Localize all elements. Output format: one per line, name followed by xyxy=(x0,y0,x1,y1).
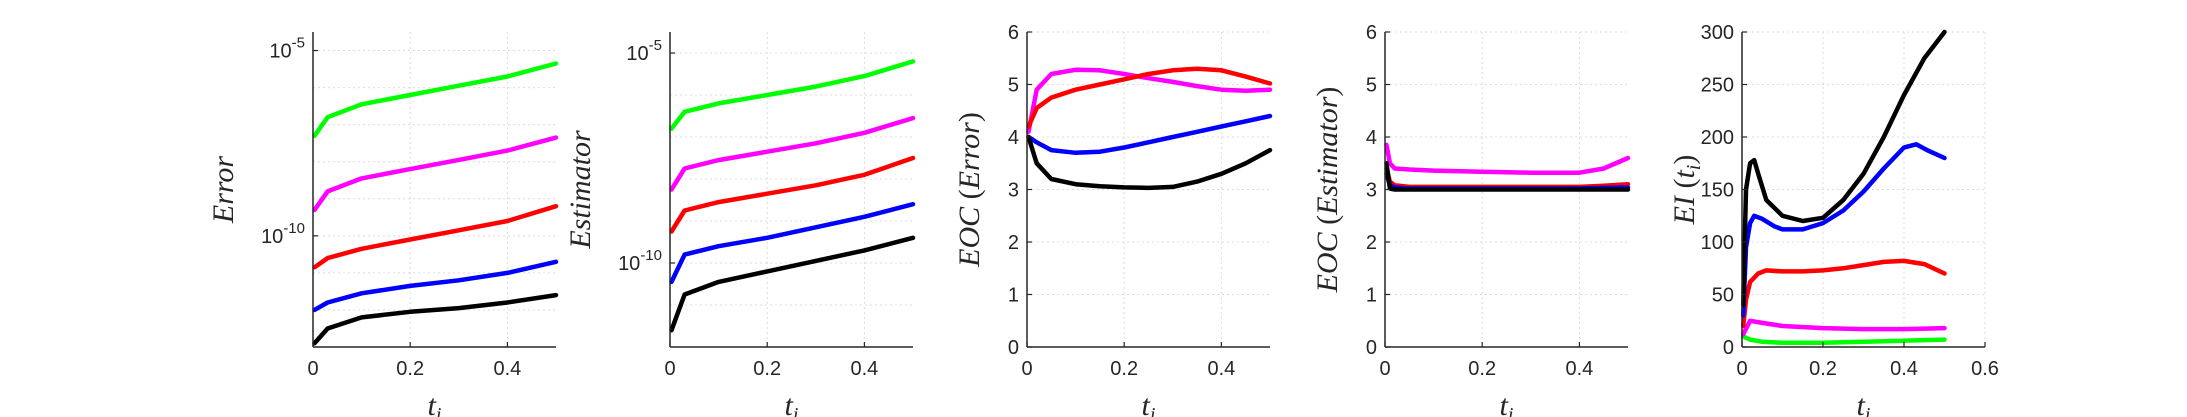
y-tick-label: 50 xyxy=(1712,285,1734,307)
y-tick-label: 0 xyxy=(1723,337,1734,359)
y-tick-label: 300 xyxy=(1701,22,1734,44)
series-line-0 xyxy=(312,61,559,139)
x-tick-label: 0 xyxy=(1736,358,1747,380)
series-line-0 xyxy=(669,59,916,131)
series-group xyxy=(312,61,559,346)
x-tick-label: 0.2 xyxy=(1110,358,1138,380)
x-tick-label: 0.6 xyxy=(1971,358,1999,380)
series-line-0 xyxy=(1740,334,1947,346)
series-line-4 xyxy=(669,235,916,333)
y-tick-label: 3 xyxy=(1366,180,1377,202)
x-tick-label: 0.2 xyxy=(396,358,424,380)
y-tick-label: 10-5 xyxy=(626,37,662,65)
series-line-1 xyxy=(669,115,916,192)
series-line-1 xyxy=(1740,318,1947,337)
x-tick-label: 0.4 xyxy=(1207,358,1235,380)
y-tick-label: 2 xyxy=(1008,232,1019,254)
estimator-panel: 0 0.2 0.4 10-10 10-5 ti Estimator xyxy=(564,32,916,417)
x-tick-label: 0.2 xyxy=(1809,358,1837,380)
y-tick-label: 6 xyxy=(1008,22,1019,44)
y-tick-label: 10-5 xyxy=(269,35,305,63)
x-tick-label: 0.4 xyxy=(1890,358,1918,380)
series-group xyxy=(1740,29,1947,346)
y-tick-label: 5 xyxy=(1008,75,1019,97)
series-line-2 xyxy=(669,155,916,234)
y-tick-label: 200 xyxy=(1701,127,1734,149)
y-tick-label: 4 xyxy=(1008,127,1019,149)
x-tick-label: 0 xyxy=(1379,358,1390,380)
x-tick-label: 0 xyxy=(1021,358,1032,380)
series-line-2 xyxy=(1026,113,1273,156)
y-axis-label: EOC (Error) xyxy=(953,112,986,268)
series-line-3 xyxy=(1384,161,1631,192)
eoc-error-panel: 0 0.2 0.4 0 1 2 3 4 5 6 ti EOC (Error) xyxy=(953,22,1273,417)
series-line-2 xyxy=(1740,258,1947,329)
x-tick-label: 0.4 xyxy=(493,358,521,380)
y-tick-label: 100 xyxy=(1701,232,1734,254)
y-tick-label: 2 xyxy=(1366,232,1377,254)
y-tick-label: 4 xyxy=(1366,127,1377,149)
x-tick-label: 0.4 xyxy=(1565,358,1593,380)
y-tick-label: 0 xyxy=(1008,337,1019,359)
series-line-3 xyxy=(669,201,916,285)
ei-panel: 0 0.2 0.4 0.6 0 50 100 150 200 250 300 ti EI (ti) xyxy=(1668,22,1999,417)
x-axis-label: ti xyxy=(1142,389,1156,417)
x-tick-label: 0 xyxy=(664,358,675,380)
y-tick-label: 1 xyxy=(1366,285,1377,307)
y-axis-label: EI (ti) xyxy=(1668,155,1705,226)
y-axis-label: EOC (Estimator) xyxy=(1311,87,1344,294)
series-line-4 xyxy=(312,292,559,346)
y-tick-label: 250 xyxy=(1701,75,1734,97)
y-tick-label: 1 xyxy=(1008,285,1019,307)
x-axis-label: ti xyxy=(785,389,799,417)
series-line-1 xyxy=(312,135,559,213)
error-panel: 0 0.2 0.4 10-10 10-5 ti Error xyxy=(207,32,559,417)
x-tick-label: 0.4 xyxy=(850,358,878,380)
series-line-0 xyxy=(1384,142,1631,175)
x-tick-label: 0.2 xyxy=(1468,358,1496,380)
series-line-3 xyxy=(1026,134,1273,191)
y-tick-label: 3 xyxy=(1008,180,1019,202)
y-axis-label: Estimator xyxy=(564,130,597,250)
eoc-estimator-panel: 0 0.2 0.4 0 1 2 3 4 5 6 ti EOC (Estimator) xyxy=(1311,22,1631,417)
series-line-2 xyxy=(312,203,559,270)
x-axis-label: ti xyxy=(428,389,442,417)
series-group xyxy=(1026,66,1273,191)
y-tick-label: 150 xyxy=(1701,180,1734,202)
y-tick-label: 10-10 xyxy=(618,247,662,275)
x-axis-label: ti xyxy=(1857,389,1871,417)
y-tick-label: 10-10 xyxy=(261,220,305,248)
series-line-3 xyxy=(1740,142,1947,318)
series-line-4 xyxy=(1740,29,1947,308)
y-tick-label: 5 xyxy=(1366,75,1377,97)
series-line-1 xyxy=(1026,66,1273,129)
x-axis-label: ti xyxy=(1500,389,1514,417)
y-tick-label: 0 xyxy=(1366,337,1377,359)
series-group xyxy=(669,59,916,333)
y-tick-label: 6 xyxy=(1366,22,1377,44)
series-group xyxy=(1384,142,1631,192)
series-line-3 xyxy=(312,259,559,313)
y-axis-label: Error xyxy=(207,156,240,225)
x-tick-label: 0 xyxy=(307,358,318,380)
x-tick-label: 0.2 xyxy=(753,358,781,380)
